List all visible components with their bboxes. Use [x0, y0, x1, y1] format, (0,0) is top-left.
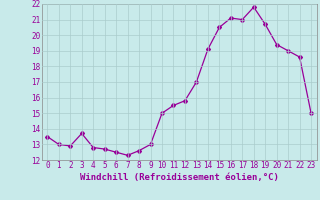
X-axis label: Windchill (Refroidissement éolien,°C): Windchill (Refroidissement éolien,°C) [80, 173, 279, 182]
